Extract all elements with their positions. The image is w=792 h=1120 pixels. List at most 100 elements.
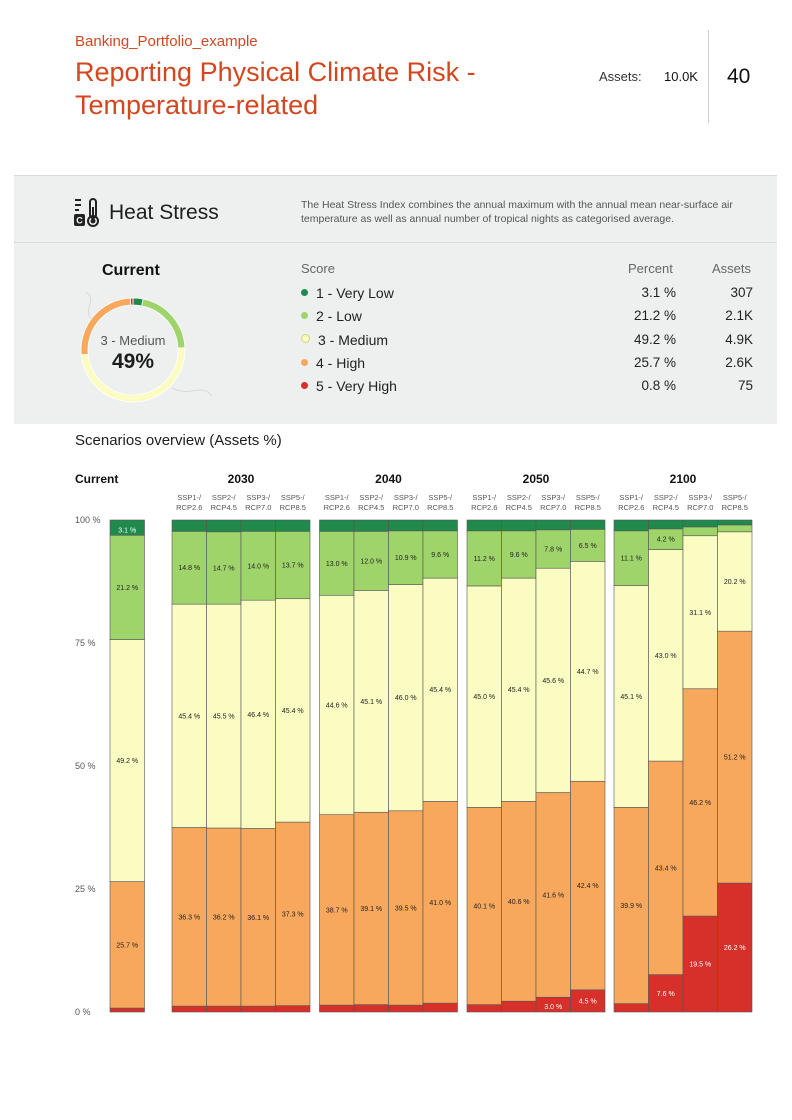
- scenario-label: RCP2.6: [324, 503, 350, 512]
- score-dot-icon: [301, 312, 308, 320]
- data-label: 44.7 %: [577, 669, 599, 676]
- bar-segment: [570, 529, 606, 562]
- bar-segment: [109, 639, 145, 882]
- scenario-label: SSP5-/: [428, 493, 453, 502]
- bar-segment: [353, 590, 389, 813]
- data-label: 31.1 %: [689, 610, 711, 617]
- bar-segment: [466, 807, 502, 1005]
- data-label: 14.8 %: [178, 565, 200, 572]
- scenarios-stacked-bar-chart: 0 % 25 % 50 % 75 % 100 % Current 25.7 % 49.2 % 2…: [75, 472, 753, 1017]
- bar-segment: [353, 1004, 389, 1013]
- score-assets: 2.1K: [725, 308, 753, 324]
- score-row: 2 - Low: [301, 308, 362, 326]
- data-label: 13.7 %: [282, 563, 304, 570]
- data-label: 7.6 %: [657, 991, 675, 998]
- donut-slice: [129, 297, 134, 306]
- y-tick-label: 25 %: [75, 884, 96, 894]
- score-dot-icon: [301, 382, 308, 390]
- data-label: 51.2 %: [724, 755, 746, 762]
- bar-segment: [717, 630, 753, 884]
- panel-divider: [14, 242, 777, 243]
- bar-segment: [109, 881, 145, 1009]
- score-dot-icon: [301, 289, 308, 296]
- bar-segment: [206, 519, 242, 533]
- bar-segment: [388, 519, 424, 532]
- data-label: 7.8 %: [544, 547, 562, 554]
- data-label: 41.6 %: [542, 892, 564, 899]
- data-label: 4.5 %: [579, 998, 597, 1005]
- donut-value: 49%: [112, 350, 154, 373]
- scenario-label: SSP3-/: [246, 493, 271, 502]
- bar-segment: [682, 915, 718, 1013]
- score-percent: 25.7 %: [633, 354, 676, 370]
- bar-segment: [206, 827, 242, 1007]
- data-label: 4.2 %: [657, 537, 675, 544]
- data-label: 20.2 %: [724, 579, 746, 586]
- bar-segment: [535, 519, 571, 531]
- heat-stress-panel: C Heat Stress The Heat Stress Index comb…: [14, 175, 777, 424]
- bar-segment: [501, 577, 537, 802]
- data-label: 21.2 %: [116, 585, 138, 592]
- bar-segment: [319, 519, 355, 532]
- bar-segment: [422, 801, 458, 1004]
- bar-segment: [275, 519, 311, 532]
- scenario-label: SSP1-/: [325, 493, 350, 502]
- page-number: 40: [727, 65, 751, 88]
- data-label: 9.6 %: [431, 552, 449, 559]
- data-label: 36.3 %: [178, 914, 200, 921]
- bar-segment: [319, 531, 355, 596]
- bar-segment: [466, 1004, 502, 1013]
- score-label: 2 - Low: [316, 308, 362, 325]
- heat-stress-description: The Heat Stress Index combines the annua…: [301, 199, 733, 225]
- scenario-label: SSP2-/: [654, 493, 679, 502]
- bar-segment: [613, 530, 649, 586]
- score-percent: 3.1 %: [641, 285, 676, 300]
- data-label: 45.4 %: [178, 713, 200, 720]
- scenario-label: RCP7.0: [687, 503, 713, 512]
- scenario-label: RCP8.5: [280, 503, 306, 512]
- score-label: 4 - High: [316, 354, 366, 371]
- data-label: 12.0 %: [360, 558, 382, 565]
- data-label: 10.9 %: [395, 555, 417, 562]
- y-tick-label: 50 %: [75, 761, 96, 771]
- group-title: 2040: [375, 472, 402, 486]
- scenario-label: RCP8.5: [427, 503, 453, 512]
- bar-segment: [388, 810, 424, 1006]
- scenario-label: RCP4.5: [358, 503, 384, 512]
- data-label: 46.4 %: [247, 712, 269, 719]
- thermometer-icon: C: [74, 198, 99, 227]
- data-label: 3.1 %: [118, 527, 136, 534]
- scenario-label: SSP1-/: [177, 493, 202, 502]
- data-label: 45.6 %: [542, 678, 564, 685]
- scenario-label: SSP3-/: [541, 493, 566, 502]
- data-label: 43.0 %: [655, 653, 677, 660]
- data-label: 44.6 %: [326, 702, 348, 709]
- data-label: 45.1 %: [360, 699, 382, 706]
- bar-segment: [613, 519, 649, 532]
- score-label: 5 - Very High: [316, 378, 397, 395]
- scenario-label: SSP2-/: [212, 493, 237, 502]
- group-title: 2100: [670, 472, 697, 486]
- scenario-label: RCP2.6: [471, 503, 497, 512]
- decorative-swirl: [85, 291, 93, 321]
- data-label: 11.2 %: [474, 556, 495, 563]
- data-label: 25.7 %: [116, 942, 138, 949]
- scenario-label: RCP4.5: [211, 503, 237, 512]
- scenario-label: SSP1-/: [619, 493, 644, 502]
- score-label: 3 - Medium: [318, 331, 389, 348]
- scenario-label: RCP8.5: [722, 503, 748, 512]
- report-subtitle: Banking_Portfolio_example: [75, 33, 258, 50]
- score-header: Score: [301, 261, 335, 276]
- score-label: 1 - Very Low: [316, 285, 394, 301]
- bar-segment: [171, 603, 207, 828]
- bar-segment: [570, 561, 606, 782]
- bar-segment: [109, 534, 145, 640]
- assets-header: Assets: [712, 261, 752, 276]
- data-label: 13.0 %: [326, 561, 348, 568]
- bar-segment: [648, 974, 684, 1013]
- y-tick-label: 0 %: [75, 1007, 91, 1017]
- data-label: 46.2 %: [689, 800, 711, 807]
- data-label: 45.1 %: [620, 694, 642, 701]
- score-row: 1 - Very Low: [301, 285, 394, 303]
- bar-segment: [171, 519, 207, 532]
